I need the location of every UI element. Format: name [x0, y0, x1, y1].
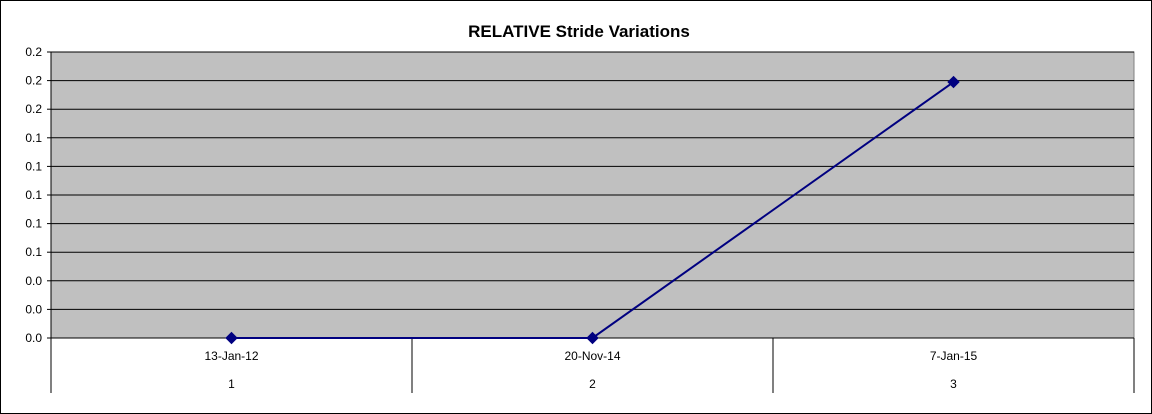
x-category-number: 1: [228, 377, 235, 391]
data-point-marker: [586, 331, 599, 345]
x-category-number: 2: [589, 377, 596, 391]
y-tick-label: 0.0: [25, 274, 42, 288]
y-tick-label: 0.2: [25, 74, 42, 88]
y-tick-label: 0.1: [25, 217, 42, 231]
series-group: [225, 75, 960, 345]
y-tick-label: 0.1: [25, 245, 42, 259]
y-tick-label: 0.0: [25, 302, 42, 316]
data-point-marker: [225, 331, 238, 345]
y-axis: 0.0 0.0 0.0 0.1 0.1 0.1 0.1 0.1 0.2 0.2 0.2: [25, 45, 52, 345]
y-tick-label: 0.0: [25, 331, 42, 345]
y-tick-label: 0.1: [25, 159, 42, 173]
y-tick-label: 0.1: [25, 188, 42, 202]
y-tick-label: 0.2: [25, 45, 42, 59]
y-tick-label: 0.2: [25, 102, 42, 116]
x-category-label: 20-Nov-14: [564, 349, 620, 363]
x-category-label: 13-Jan-12: [204, 349, 258, 363]
x-axis: 13-Jan-12 1 20-Nov-14 2 7-Jan-15 3: [50, 337, 1135, 393]
y-tick-label: 0.1: [25, 131, 42, 145]
x-category-number: 3: [950, 377, 957, 391]
chart-title: RELATIVE Stride Variations: [468, 22, 690, 41]
x-category-label: 7-Jan-15: [930, 349, 978, 363]
data-point-marker: [947, 75, 960, 89]
